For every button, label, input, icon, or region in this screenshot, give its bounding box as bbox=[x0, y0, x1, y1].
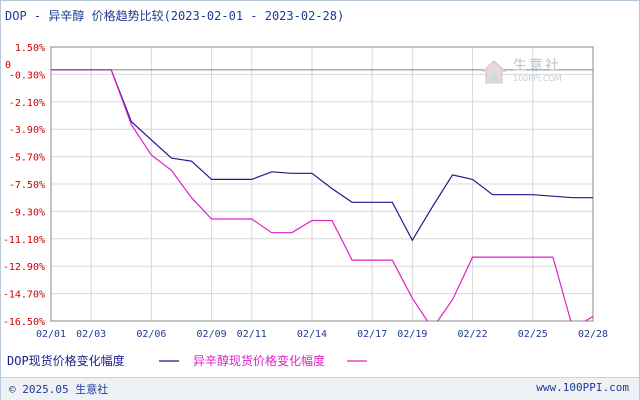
x-tick-label: 02/25 bbox=[518, 329, 548, 340]
footer-bar: © 2025.05 生意社 www.100PPI.com bbox=[1, 377, 639, 400]
x-tick-label: 02/09 bbox=[197, 329, 227, 340]
x-tick-label: 02/03 bbox=[76, 329, 106, 340]
x-tick-label: 02/14 bbox=[297, 329, 327, 340]
x-tick-label: 02/19 bbox=[397, 329, 427, 340]
y-tick-label: -9.30% bbox=[9, 207, 45, 218]
y-tick-label: -16.50% bbox=[3, 317, 45, 328]
x-tick-label: 02/11 bbox=[237, 329, 267, 340]
watermark-name: 生意社 bbox=[513, 58, 561, 74]
source-link[interactable]: www.100PPI.com bbox=[536, 381, 629, 394]
copyright-text: © 2025.05 生意社 bbox=[9, 383, 109, 396]
y-tick-label: 1.50% bbox=[15, 43, 45, 54]
x-tick-label: 02/17 bbox=[357, 329, 387, 340]
legend-label-dop: DOP现货价格变化幅度 bbox=[7, 353, 125, 368]
y-tick-label: -7.50% bbox=[9, 180, 45, 191]
y-tick-label: 0 bbox=[5, 60, 11, 71]
chart-title: DOP - 异辛醇 价格趋势比较(2023-02-01 - 2023-02-28… bbox=[5, 8, 344, 23]
plot-border bbox=[50, 46, 594, 322]
y-tick-label: -2.10% bbox=[9, 98, 45, 109]
chart-series bbox=[51, 69, 593, 321]
y-tick-label: -14.70% bbox=[3, 290, 45, 301]
chart-grid bbox=[50, 46, 594, 322]
watermark-url: 100PPI.COM bbox=[513, 74, 562, 83]
chart-legend: DOP现货价格变化幅度 异辛醇现货价格变化幅度 bbox=[7, 353, 367, 368]
x-tick-label: 02/06 bbox=[136, 329, 166, 340]
x-axis-ticks: 02/01 02/03 02/06 02/09 02/11 02/14 02/17 02/19… bbox=[36, 329, 608, 340]
y-tick-label: -12.90% bbox=[3, 262, 45, 273]
x-tick-label: 02/01 bbox=[36, 329, 66, 340]
x-tick-label: 02/22 bbox=[458, 329, 488, 340]
watermark-logo-icon bbox=[481, 60, 507, 84]
x-tick-label: 02/28 bbox=[578, 329, 608, 340]
series-line-octanol bbox=[51, 69, 593, 321]
y-tick-label: -3.90% bbox=[9, 125, 45, 136]
y-tick-label: -0.30% bbox=[9, 70, 45, 81]
y-tick-label: -5.70% bbox=[9, 153, 45, 164]
legend-label-octanol: 异辛醇现货价格变化幅度 bbox=[193, 353, 325, 368]
y-axis-ticks: 1.50% 0-0.30% -2.10% -3.90% -5.70% -7.50% -9.3… bbox=[3, 43, 45, 328]
y-tick-label: -11.10% bbox=[3, 235, 45, 246]
series-line-dop bbox=[51, 69, 593, 242]
